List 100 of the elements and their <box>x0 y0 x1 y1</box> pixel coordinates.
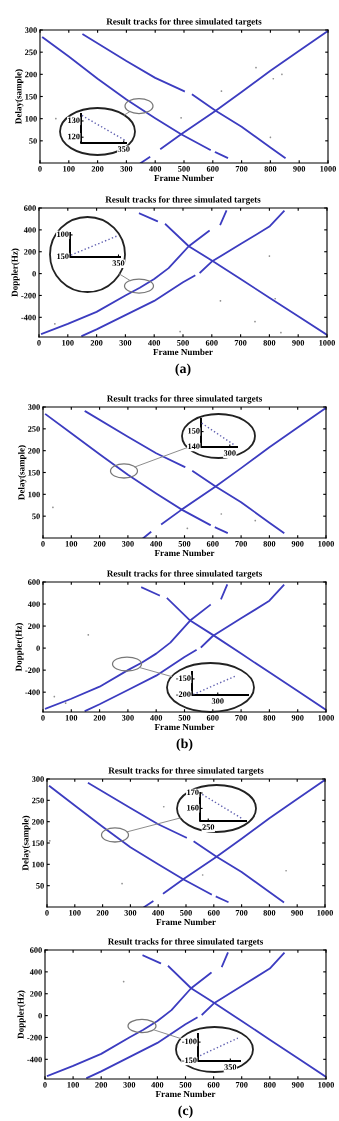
x-tick-label: 700 <box>235 1082 248 1088</box>
chart-title: Result tracks for three simulated targets <box>106 18 262 27</box>
y-tick-label: 200 <box>28 448 40 454</box>
y-tick-label: 200 <box>25 71 37 78</box>
x-tick-label: 200 <box>96 910 109 916</box>
x-axis-title: Frame Number <box>156 918 216 926</box>
x-tick-label: 500 <box>177 340 189 346</box>
x-tick-label: 700 <box>235 715 248 721</box>
y-axis-title: Delay(sample) <box>15 69 24 124</box>
x-tick-label: 600 <box>207 910 220 916</box>
y-tick-label: 150 <box>32 840 44 846</box>
x-tick-label: 1000 <box>318 541 335 547</box>
y-tick-label: -200 <box>21 292 36 299</box>
x-axis-title: Frame Number <box>153 348 213 356</box>
y-tick-label: 600 <box>24 205 36 211</box>
y-tick-label: 100 <box>32 861 44 868</box>
x-tick-label: 500 <box>178 715 191 721</box>
y-tick-label: 0 <box>36 645 40 652</box>
x-tick-label: 100 <box>63 166 75 172</box>
x-axis-title: Frame Number <box>154 174 214 182</box>
x-tick-label: 200 <box>91 166 104 172</box>
x-axis-title: Frame Number <box>154 549 215 557</box>
y-axis-title: Delay(sample) <box>18 445 27 500</box>
annotation: 140 <box>188 443 200 450</box>
y-tick-label: -200 <box>25 667 40 674</box>
chart-title: Result tracks for three simulated targets <box>105 196 261 205</box>
x-tick-label: 800 <box>263 541 276 547</box>
y-tick-label: 300 <box>32 776 44 782</box>
annotation: 120 <box>68 133 80 140</box>
x-tick-label: 200 <box>95 1082 108 1088</box>
chart-title: Result tracks for three simulated targets <box>106 395 262 404</box>
x-tick-label: 300 <box>123 1082 136 1088</box>
y-tick-label: -400 <box>25 689 40 696</box>
x-tick-label: 100 <box>62 340 74 346</box>
x-tick-label: 500 <box>178 166 190 172</box>
y-axis-title: Doppler(Hz) <box>17 990 26 1039</box>
x-tick-label: 600 <box>205 340 218 346</box>
annotation: 150 <box>188 428 200 434</box>
y-tick-label: 0 <box>38 1012 42 1019</box>
x-tick-label: 500 <box>179 1082 192 1088</box>
y-tick-label: 600 <box>28 579 40 585</box>
x-tick-label: 500 <box>180 910 192 916</box>
y-tick-label: 50 <box>36 883 44 889</box>
x-tick-label: 300 <box>121 541 134 547</box>
x-tick-label: 300 <box>121 715 134 721</box>
annotation: 170 <box>187 789 199 796</box>
x-tick-label: 600 <box>207 1082 220 1088</box>
y-tick-label: 200 <box>24 249 36 255</box>
x-tick-label: 800 <box>263 715 276 721</box>
y-tick-label: 150 <box>28 469 40 476</box>
y-tick-label: 0 <box>32 270 36 277</box>
x-tick-label: 200 <box>93 541 106 547</box>
x-tick-label: 300 <box>119 340 132 346</box>
annotation: 350 <box>117 146 130 152</box>
text: (c) <box>178 1105 193 1118</box>
y-tick-label: 250 <box>28 426 40 432</box>
text: (b) <box>176 738 193 751</box>
y-axis-title: Doppler(Hz) <box>15 623 24 672</box>
x-tick-label: 900 <box>291 541 304 547</box>
chart-title: Result tracks for three simulated targets <box>107 938 263 947</box>
y-tick-label: 600 <box>30 947 42 953</box>
y-tick-label: 50 <box>29 138 37 144</box>
y-tick-label: 400 <box>27 601 40 608</box>
annotation: 350 <box>112 260 125 266</box>
x-tick-label: 100 <box>67 1082 80 1088</box>
x-tick-label: 400 <box>150 541 163 547</box>
x-tick-label: 800 <box>263 340 276 346</box>
x-axis-title: Frame Number <box>154 723 215 731</box>
annotation: -150 <box>182 1057 197 1064</box>
chart-title: Result tracks for three simulated targets <box>106 570 262 579</box>
annotation: 150 <box>57 253 69 260</box>
x-tick-label: 800 <box>263 910 276 916</box>
x-axis-title: Frame Number <box>155 1090 216 1098</box>
x-tick-label: 1000 <box>317 910 334 916</box>
x-tick-label: 800 <box>264 166 277 172</box>
y-tick-label: 400 <box>23 227 36 233</box>
x-tick-label: 900 <box>292 340 305 346</box>
y-tick-label: 200 <box>32 819 44 825</box>
x-tick-label: 700 <box>235 166 248 172</box>
x-tick-label: 100 <box>69 910 81 916</box>
y-tick-label: 100 <box>25 116 37 122</box>
annotation: -100 <box>182 1038 197 1045</box>
x-tick-label: 1000 <box>318 715 335 721</box>
y-tick-label: 250 <box>25 49 37 56</box>
y-axis-title: Delay(sample) <box>22 815 31 871</box>
x-tick-label: 100 <box>65 541 78 547</box>
annotation: 300 <box>223 450 236 456</box>
x-tick-label: 900 <box>291 1082 304 1088</box>
y-tick-label: -400 <box>21 314 36 321</box>
x-tick-label: 200 <box>93 715 106 721</box>
x-tick-label: 400 <box>150 715 163 721</box>
x-tick-label: 300 <box>120 166 133 172</box>
x-tick-label: 600 <box>206 715 219 721</box>
annotation: -200 <box>176 691 191 698</box>
y-tick-label: -400 <box>27 1056 42 1063</box>
x-tick-label: 700 <box>234 340 247 346</box>
y-tick-label: -200 <box>27 1034 42 1041</box>
x-tick-label: 900 <box>293 166 306 172</box>
x-tick-label: 200 <box>90 340 103 346</box>
x-tick-label: 400 <box>151 1082 164 1088</box>
